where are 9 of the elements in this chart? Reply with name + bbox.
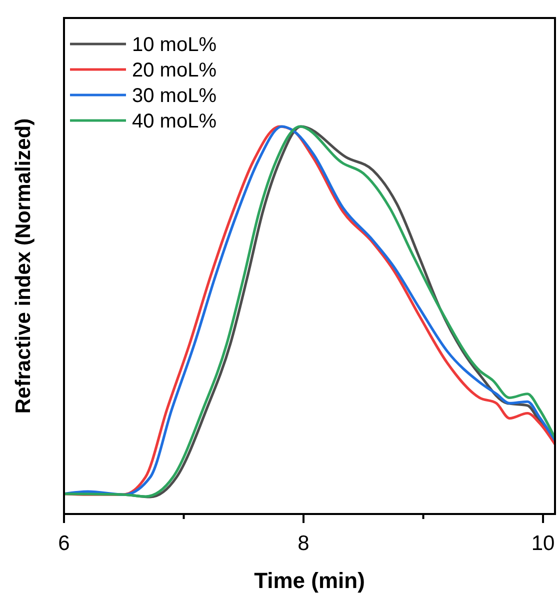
x-axis-title: Time (min) xyxy=(254,568,365,593)
x-tick-label: 8 xyxy=(298,532,310,555)
y-axis-title: Refractive index (Normalized) xyxy=(12,118,35,414)
legend-label: 30 moL% xyxy=(132,85,217,107)
legend-label: 20 moL% xyxy=(132,60,217,82)
x-tick-label: 10 xyxy=(531,532,555,555)
legend-label: 10 moL% xyxy=(132,34,217,56)
x-tick-label: 6 xyxy=(58,532,70,555)
legend-label: 40 moL% xyxy=(132,110,217,132)
